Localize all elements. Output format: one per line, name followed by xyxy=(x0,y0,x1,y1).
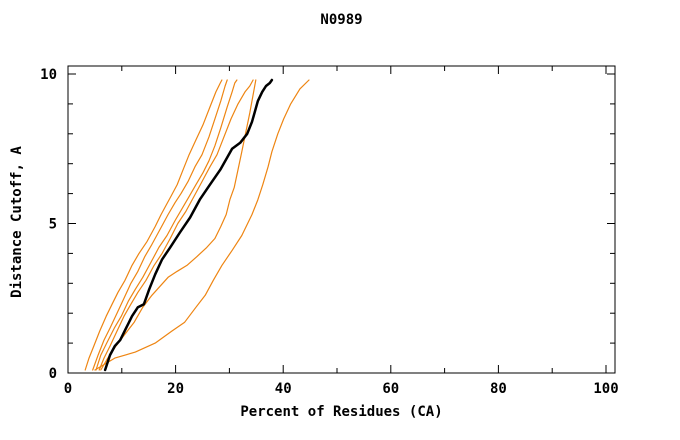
y-axis-title: Distance Cutoff, A xyxy=(9,146,25,298)
x-tick-label: 100 xyxy=(593,381,618,397)
y-tick-label: 0 xyxy=(49,366,57,382)
model-curve-4 xyxy=(98,79,254,371)
model-curve-6 xyxy=(94,79,310,371)
x-tick-label: 20 xyxy=(167,381,184,397)
chart-title: N0989 xyxy=(320,12,363,28)
y-tick-label: 10 xyxy=(40,67,57,83)
x-tick-label: 80 xyxy=(490,381,507,397)
model-curve-2 xyxy=(92,79,228,371)
x-axis-title: Percent of Residues (CA) xyxy=(240,404,443,420)
model-curve-3 xyxy=(95,79,238,371)
plot-frame xyxy=(67,65,616,374)
reference-curve xyxy=(103,78,274,372)
x-tick-label: 60 xyxy=(382,381,399,397)
y-tick-label: 5 xyxy=(49,217,57,233)
model-curve-1 xyxy=(84,79,223,371)
x-tick-label: 0 xyxy=(64,381,72,397)
model-curve-5 xyxy=(100,79,257,371)
x-tick-label: 40 xyxy=(275,381,292,397)
